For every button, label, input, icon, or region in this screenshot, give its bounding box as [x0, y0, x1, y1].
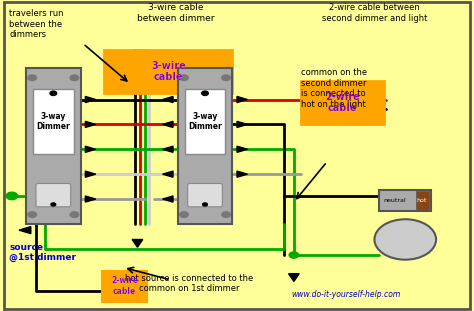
Polygon shape [85, 171, 96, 177]
Text: source
@1st dimmer: source @1st dimmer [9, 243, 76, 262]
Text: 3-way
Dimmer: 3-way Dimmer [188, 112, 222, 131]
Text: 2-wire cable between
second dimmer and light: 2-wire cable between second dimmer and l… [322, 3, 427, 22]
Polygon shape [163, 171, 173, 177]
Polygon shape [85, 96, 96, 103]
Polygon shape [237, 96, 247, 103]
Circle shape [289, 252, 299, 258]
Text: 2-wire
cable: 2-wire cable [325, 92, 360, 114]
Bar [178, 68, 232, 224]
Polygon shape [132, 239, 143, 247]
Text: www.do-it-yourself-help.com: www.do-it-yourself-help.com [292, 290, 401, 299]
Polygon shape [85, 196, 96, 202]
Polygon shape [85, 146, 96, 152]
Bar [379, 190, 431, 211]
Circle shape [50, 91, 57, 95]
Bar [301, 81, 384, 124]
Polygon shape [85, 121, 96, 128]
Circle shape [70, 212, 79, 217]
FancyBboxPatch shape [36, 183, 71, 207]
Circle shape [28, 75, 36, 81]
Text: 3-wire
cable: 3-wire cable [151, 61, 186, 82]
Circle shape [180, 212, 188, 217]
Text: 3-wire
cable: 3-wire cable [151, 61, 186, 82]
Text: travelers run
between the
dimmers: travelers run between the dimmers [9, 9, 64, 39]
Circle shape [70, 75, 79, 81]
Text: common on the
second dimmer
is connected to
hot on the light: common on the second dimmer is connected… [301, 68, 367, 109]
Circle shape [180, 75, 188, 81]
Polygon shape [237, 171, 247, 177]
Text: 2-wire
cable: 2-wire cable [325, 92, 360, 114]
Text: 2-wire
cable: 2-wire cable [111, 276, 138, 296]
Circle shape [6, 192, 18, 200]
Bar [102, 271, 147, 302]
Polygon shape [289, 274, 299, 281]
Bar [416, 191, 428, 210]
Polygon shape [237, 146, 247, 152]
Text: neutral: neutral [383, 198, 406, 203]
Bar [33, 89, 74, 154]
Polygon shape [163, 146, 173, 152]
Bar [184, 89, 226, 154]
FancyBboxPatch shape [188, 183, 222, 207]
Polygon shape [19, 227, 31, 234]
Circle shape [201, 91, 209, 95]
Text: hot: hot [417, 198, 427, 203]
Circle shape [51, 203, 56, 206]
Polygon shape [163, 121, 173, 128]
Text: 3-wire cable
between dimmer: 3-wire cable between dimmer [137, 3, 214, 22]
Circle shape [202, 203, 207, 206]
Bar [104, 50, 232, 93]
Text: 2-wire
cable: 2-wire cable [111, 276, 138, 296]
Circle shape [222, 75, 230, 81]
Polygon shape [237, 121, 247, 128]
Text: hot source is connected to the
common on 1st dimmer: hot source is connected to the common on… [126, 274, 254, 293]
Circle shape [28, 212, 36, 217]
Polygon shape [163, 196, 173, 202]
Circle shape [222, 212, 230, 217]
Polygon shape [163, 96, 173, 103]
Bar [26, 68, 81, 224]
Circle shape [374, 219, 436, 260]
Text: 3-way
Dimmer: 3-way Dimmer [36, 112, 70, 131]
